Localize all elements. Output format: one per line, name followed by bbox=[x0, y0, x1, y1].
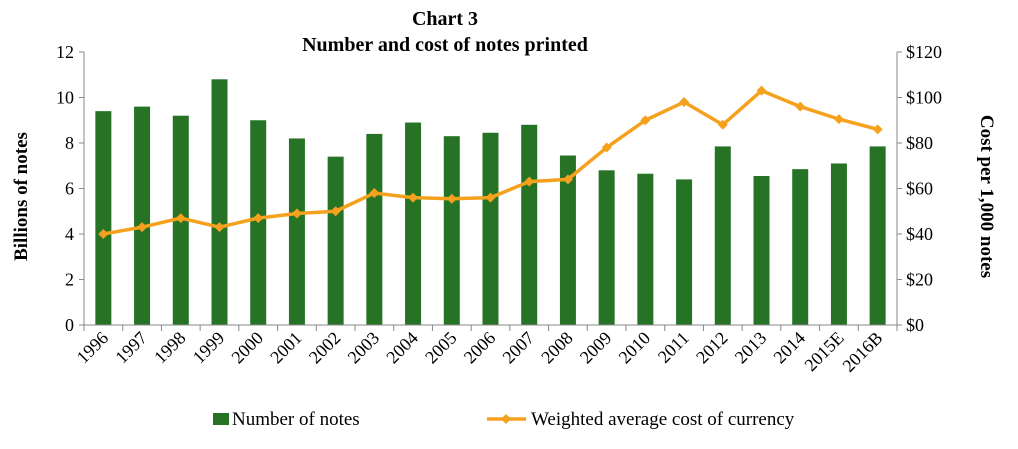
x-tick-label: 2006 bbox=[460, 328, 500, 368]
cost-point bbox=[369, 188, 380, 199]
legend-marker-line bbox=[501, 414, 511, 424]
cost-point bbox=[137, 222, 148, 233]
x-tick-label: 1998 bbox=[150, 328, 190, 368]
x-tick-label: 2000 bbox=[227, 328, 267, 368]
x-tick-label: 1996 bbox=[73, 328, 113, 368]
cost-point bbox=[253, 213, 264, 224]
bar bbox=[676, 179, 693, 325]
x-tick-label: 2007 bbox=[498, 328, 538, 368]
cost-point bbox=[562, 174, 573, 185]
cost-point bbox=[214, 222, 225, 233]
bar bbox=[869, 146, 886, 325]
x-tick-label: 2010 bbox=[615, 328, 655, 368]
bar bbox=[792, 169, 809, 325]
y-tick-label: 8 bbox=[65, 133, 74, 153]
y2-tick-label: $20 bbox=[906, 270, 933, 290]
cost-point bbox=[485, 192, 496, 203]
bar bbox=[95, 111, 112, 326]
x-tick-label: 2015E bbox=[800, 328, 847, 375]
cost-point bbox=[756, 85, 767, 96]
x-tick-label: 2005 bbox=[421, 328, 461, 368]
y-tick-label: 12 bbox=[56, 42, 74, 62]
legend-label-line: Weighted average cost of currency bbox=[531, 409, 795, 430]
cost-point bbox=[330, 206, 341, 217]
x-tick-label: 2016B bbox=[838, 328, 886, 376]
y-tick-label: 6 bbox=[65, 179, 74, 199]
legend-label-bars: Number of notes bbox=[232, 409, 360, 430]
cost-point bbox=[291, 208, 302, 219]
bar-series bbox=[95, 79, 886, 326]
y-tick-label: 2 bbox=[65, 270, 74, 290]
legend-swatch-bars bbox=[213, 413, 229, 425]
bar bbox=[366, 133, 383, 325]
y2-axis-title: Cost per 1,000 notes bbox=[976, 115, 997, 278]
chart-title: Chart 3 bbox=[411, 8, 479, 30]
bar bbox=[559, 155, 576, 325]
cost-point bbox=[833, 114, 844, 125]
bar bbox=[134, 106, 151, 325]
line-series bbox=[98, 85, 883, 239]
y2-tick-label: $0 bbox=[906, 315, 924, 335]
x-tick-label: 2001 bbox=[266, 328, 306, 368]
x-tick-label: 1997 bbox=[111, 328, 151, 368]
x-tick-label: 1999 bbox=[189, 328, 229, 368]
bar bbox=[714, 146, 731, 325]
bar bbox=[521, 124, 538, 325]
bar bbox=[405, 122, 422, 326]
cost-point bbox=[601, 142, 612, 153]
cost-point bbox=[98, 229, 109, 239]
bar bbox=[327, 156, 344, 325]
bar bbox=[288, 138, 305, 325]
bar bbox=[598, 170, 615, 325]
x-tick-label: 2003 bbox=[344, 328, 384, 368]
bar bbox=[830, 163, 847, 325]
cost-point bbox=[446, 193, 457, 204]
y2-tick-label: $80 bbox=[906, 133, 933, 153]
y2-tick-label: $40 bbox=[906, 224, 933, 244]
x-tick-label: 2011 bbox=[654, 328, 693, 367]
y2-tick-label: $100 bbox=[906, 88, 942, 108]
bar bbox=[211, 79, 228, 325]
cost-point bbox=[872, 124, 883, 135]
y2-tick-label: $120 bbox=[906, 42, 942, 62]
cost-point bbox=[524, 176, 535, 187]
y-axis-title: Billions of notes bbox=[11, 132, 32, 261]
x-tick-label: 2012 bbox=[692, 328, 732, 368]
y-tick-label: 4 bbox=[65, 224, 74, 244]
cost-point bbox=[679, 97, 690, 108]
x-tick-label: 2008 bbox=[537, 328, 577, 368]
bar bbox=[482, 132, 499, 325]
cost-point bbox=[640, 115, 651, 126]
bar bbox=[753, 175, 770, 325]
cost-point bbox=[717, 119, 728, 130]
cost-point bbox=[795, 101, 806, 112]
chart-subtitle: Number and cost of notes printed bbox=[302, 34, 588, 56]
bar bbox=[637, 173, 654, 325]
y-tick-label: 0 bbox=[65, 315, 74, 335]
x-tick-label: 2009 bbox=[576, 328, 616, 368]
chart-title-block: Chart 3 Number and cost of notes printed bbox=[0, 6, 890, 58]
x-tick-label: 2002 bbox=[305, 328, 345, 368]
cost-point bbox=[175, 213, 186, 224]
legend: Number of notes Weighted average cost of … bbox=[213, 409, 795, 430]
bar bbox=[443, 136, 460, 325]
y2-tick-label: $60 bbox=[906, 179, 933, 199]
x-tick-label: 2004 bbox=[382, 328, 422, 368]
cost-point bbox=[408, 192, 419, 203]
x-tick-label: 2013 bbox=[731, 328, 771, 368]
y-tick-label: 10 bbox=[56, 88, 74, 108]
